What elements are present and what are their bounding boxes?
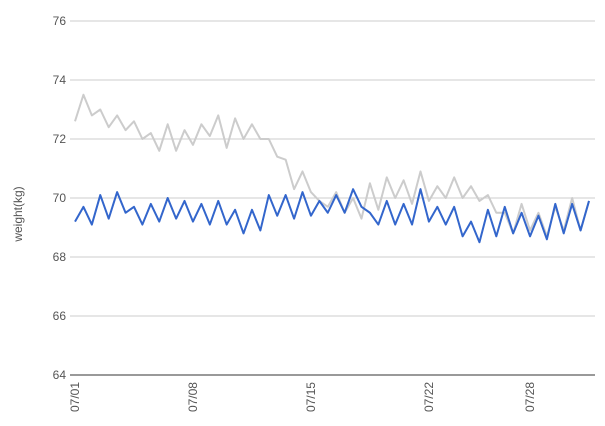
y-tick-label: 68: [53, 250, 67, 264]
x-tick-label: 07/22: [422, 382, 436, 412]
y-tick-label: 70: [53, 191, 67, 205]
y-tick-label: 72: [53, 132, 67, 146]
x-tick-label: 07/08: [186, 382, 200, 412]
x-tick-label: 07/15: [304, 382, 318, 412]
y-tick-label: 76: [53, 14, 67, 28]
y-tick-label: 66: [53, 309, 67, 323]
data-line: [74, 93, 590, 238]
x-tick-label: 07/01: [68, 382, 82, 412]
x-tick-label: 07/28: [523, 382, 537, 412]
y-axis-label: weight(kg): [11, 186, 25, 242]
y-tick-label: 64: [53, 368, 67, 382]
y-tick-label: 74: [53, 73, 67, 87]
data-line: [74, 188, 590, 244]
